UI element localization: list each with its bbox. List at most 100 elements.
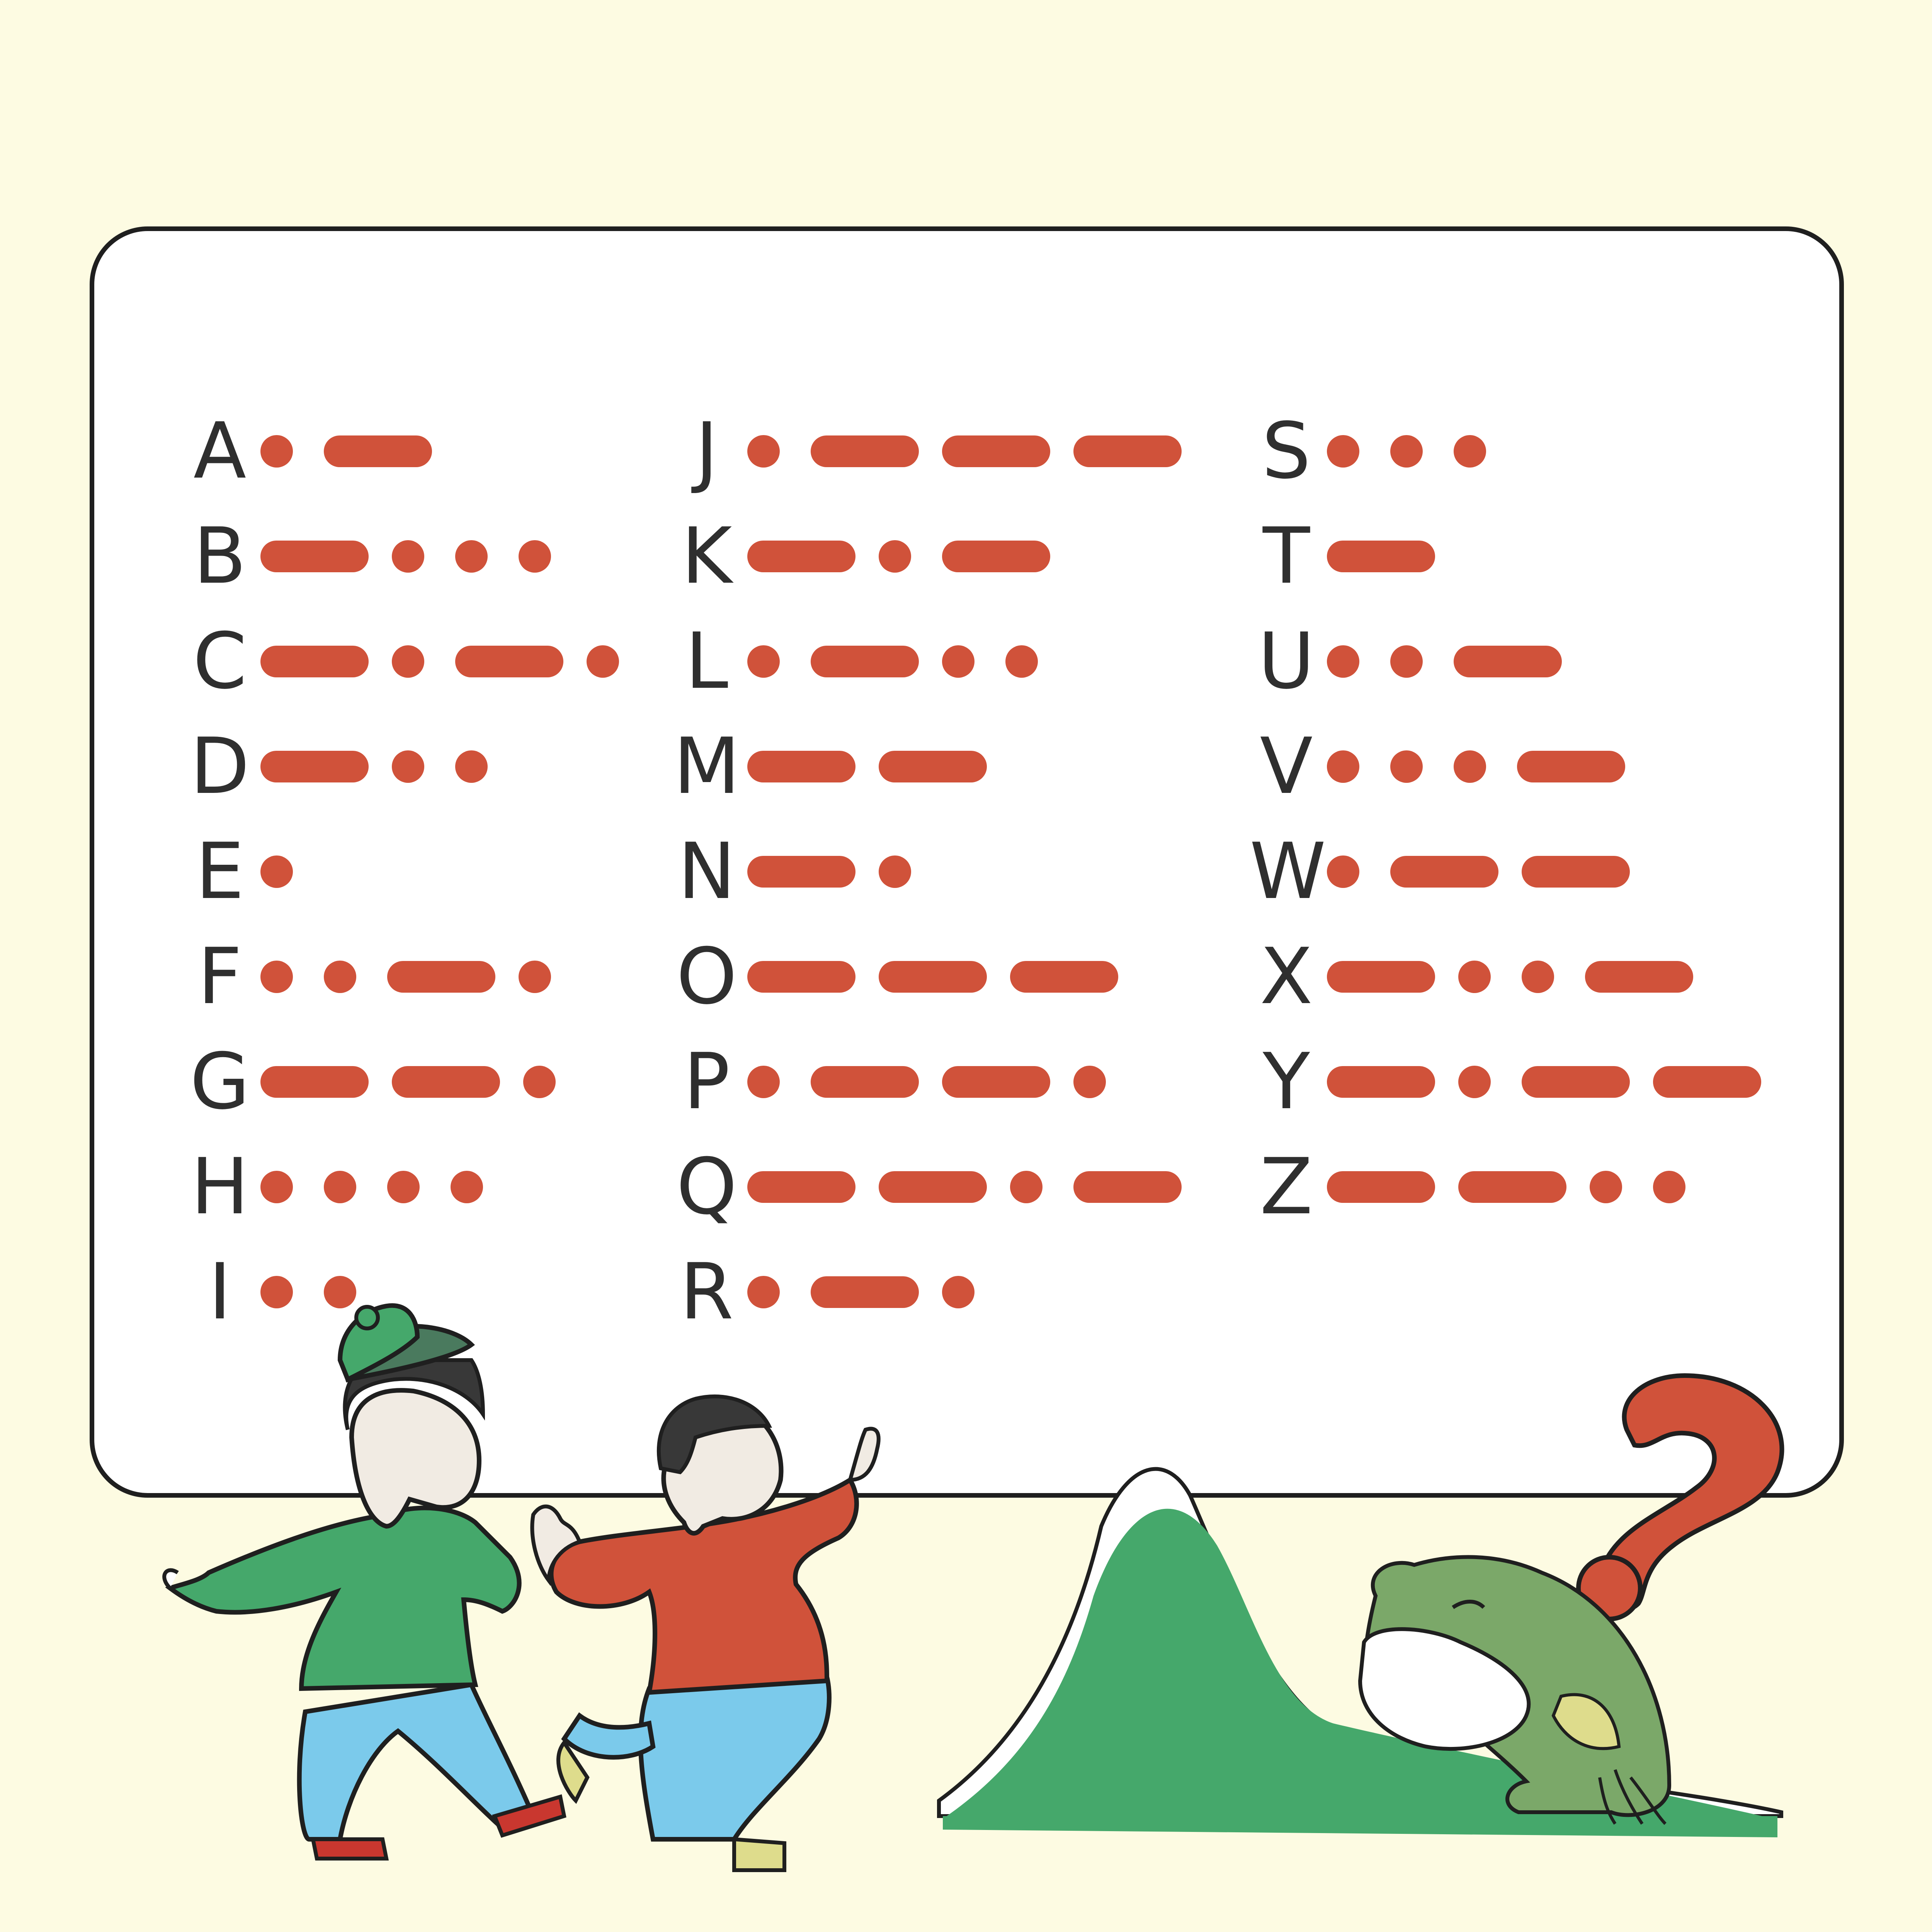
morse-dot	[942, 645, 975, 678]
morse-code-sequence	[747, 1276, 1005, 1308]
question-mark-icon	[1576, 1373, 1784, 1621]
morse-code-sequence	[747, 855, 942, 888]
morse-dot	[587, 645, 619, 678]
morse-dot	[260, 1276, 293, 1308]
morse-dash	[942, 541, 1050, 572]
morse-code-sequence	[1327, 750, 1648, 783]
frog-icon	[1358, 1555, 1672, 1825]
morse-row-v: V	[1250, 728, 1648, 805]
morse-dash	[811, 1066, 919, 1098]
morse-row-p: P	[670, 1043, 1137, 1121]
morse-dot	[455, 750, 488, 783]
morse-dot	[519, 961, 551, 993]
morse-row-i: I	[183, 1253, 387, 1331]
morse-code-sequence	[747, 645, 1069, 678]
morse-dot	[1458, 1066, 1491, 1098]
morse-letter: T	[1262, 511, 1310, 601]
morse-letter: S	[1262, 406, 1311, 496]
morse-row-n: N	[670, 833, 942, 910]
morse-dash	[1327, 1171, 1435, 1203]
morse-dash	[942, 435, 1050, 467]
morse-row-k: K	[670, 518, 1073, 595]
morse-row-q: Q	[670, 1148, 1205, 1226]
morse-dot	[1010, 1171, 1043, 1203]
morse-row-j: J	[670, 413, 1205, 490]
morse-dot	[260, 435, 293, 468]
morse-dash	[747, 751, 855, 782]
morse-row-m: M	[670, 728, 1010, 805]
morse-code-sequence	[260, 1276, 387, 1308]
morse-row-y: Y	[1250, 1043, 1784, 1121]
morse-row-s: S	[1250, 413, 1517, 490]
morse-dash	[879, 1171, 987, 1203]
morse-dot	[1327, 750, 1359, 783]
morse-dash	[747, 541, 855, 572]
morse-dot	[1458, 961, 1491, 993]
morse-row-r: R	[670, 1253, 1005, 1331]
morse-dash	[747, 856, 855, 888]
morse-code-sequence	[1327, 435, 1517, 468]
morse-dash	[811, 1276, 919, 1308]
morse-code-sequence	[747, 751, 1010, 782]
morse-dash	[1073, 1171, 1182, 1203]
morse-dash	[324, 435, 432, 467]
morse-dash	[879, 961, 987, 993]
morse-letter: C	[193, 616, 247, 706]
morse-dash	[387, 961, 495, 993]
morse-letter: H	[190, 1142, 249, 1232]
morse-row-a: A	[183, 413, 455, 490]
morse-letter: M	[673, 721, 740, 811]
morse-dash	[1327, 961, 1435, 993]
morse-letter: V	[1260, 721, 1313, 811]
morse-dot	[392, 540, 424, 573]
morse-code-sequence	[1327, 541, 1458, 572]
morse-dot	[523, 1066, 556, 1098]
morse-letter: Q	[676, 1142, 737, 1232]
morse-dot	[1653, 1171, 1685, 1203]
morse-dash	[811, 646, 919, 677]
morse-code-sequence	[260, 750, 519, 783]
morse-dot	[260, 961, 293, 993]
morse-dash	[260, 646, 369, 677]
morse-row-c: C	[183, 623, 650, 700]
morse-letter: W	[1250, 827, 1326, 917]
morse-dot	[942, 1276, 975, 1308]
morse-dot	[1073, 1066, 1106, 1098]
morse-row-g: G	[183, 1043, 587, 1121]
morse-letter: G	[190, 1037, 250, 1127]
morse-dash	[1390, 856, 1498, 888]
morse-dash	[1010, 961, 1118, 993]
morse-dot	[324, 1276, 356, 1308]
morse-dot	[747, 645, 780, 678]
morse-dot	[879, 855, 911, 888]
morse-dot	[260, 1171, 293, 1203]
boy-red-shirt-icon	[530, 1394, 881, 1872]
morse-dash	[879, 751, 987, 782]
morse-dot	[387, 1171, 420, 1203]
morse-letter: O	[676, 932, 737, 1022]
morse-code-sequence	[1327, 1066, 1784, 1098]
morse-row-f: F	[183, 938, 582, 1015]
morse-letter: N	[678, 827, 736, 917]
morse-code-sequence	[747, 961, 1141, 993]
morse-dash	[392, 1066, 500, 1098]
morse-letter: I	[208, 1247, 231, 1337]
morse-letter: E	[195, 827, 245, 917]
morse-dot	[747, 435, 780, 468]
morse-code-sequence	[260, 1066, 587, 1098]
morse-dash	[260, 541, 369, 572]
morse-row-l: L	[670, 623, 1069, 700]
morse-letter: R	[680, 1247, 734, 1337]
morse-code-sequence	[747, 540, 1073, 573]
morse-letter: X	[1260, 932, 1313, 1022]
morse-dot	[1590, 1171, 1622, 1203]
morse-letter: Z	[1260, 1142, 1313, 1232]
morse-letter: P	[683, 1037, 730, 1127]
morse-code-sequence	[747, 435, 1205, 468]
morse-dot	[1327, 435, 1359, 468]
morse-code-sequence	[260, 855, 324, 888]
morse-dot	[260, 855, 293, 888]
morse-code-sequence	[1327, 961, 1716, 993]
